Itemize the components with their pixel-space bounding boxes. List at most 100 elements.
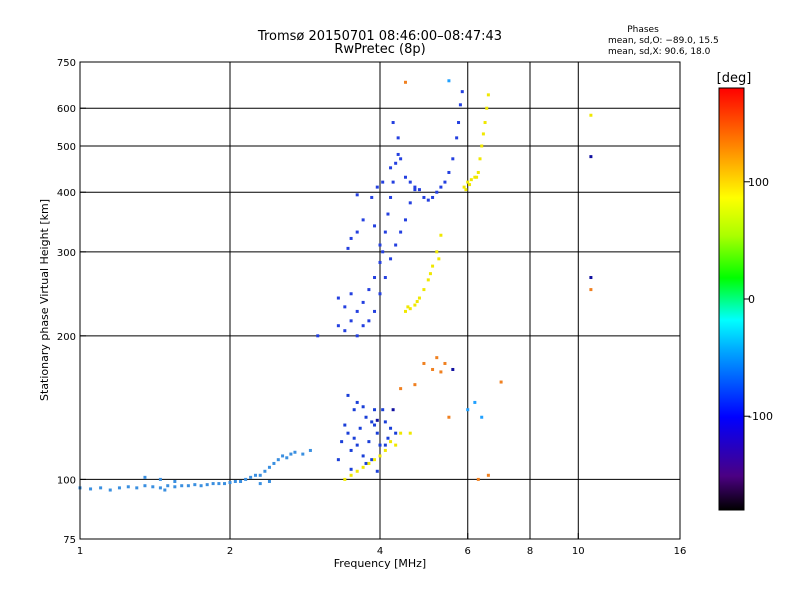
data-point [143, 484, 147, 488]
data-point [399, 431, 403, 435]
data-point [281, 454, 285, 458]
data-point [199, 484, 203, 488]
phase-stats-heading: Phases [627, 25, 659, 35]
data-point [126, 485, 130, 489]
data-point [355, 193, 359, 197]
data-point [346, 246, 350, 250]
data-point [415, 300, 419, 304]
data-point [340, 440, 344, 444]
data-point [451, 157, 455, 161]
data-point [336, 324, 340, 328]
data-point [413, 185, 417, 189]
data-point [422, 361, 426, 365]
data-point [406, 305, 410, 309]
data-point [355, 230, 359, 234]
data-point [413, 303, 417, 307]
data-point [364, 461, 368, 465]
data-point [370, 458, 374, 462]
data-point [386, 436, 390, 440]
data-point [378, 454, 382, 458]
phase-stats-x: mean, sd,X: 90.6, 18.0 [608, 47, 711, 57]
x-tick-label: 6 [465, 546, 471, 557]
data-point [370, 420, 374, 424]
data-point [394, 161, 398, 165]
data-point [391, 180, 395, 184]
data-point [355, 309, 359, 313]
data-point [361, 218, 365, 222]
data-point [99, 486, 103, 490]
data-point [253, 473, 257, 477]
colorbar-label: [deg] [717, 71, 752, 86]
colorbar-tick-label: 0 [748, 293, 755, 306]
y-tick-label: 75 [63, 535, 76, 546]
data-point [466, 180, 470, 184]
data-point [336, 458, 340, 462]
data-point [349, 319, 353, 323]
data-point [343, 477, 347, 481]
data-point [389, 166, 393, 170]
data-point [375, 469, 379, 473]
data-point [151, 485, 155, 489]
data-point [391, 408, 395, 412]
data-point [378, 243, 382, 247]
data-point [389, 440, 393, 444]
data-point [367, 461, 371, 465]
data-point [589, 288, 593, 292]
data-point [386, 212, 390, 216]
data-point [223, 482, 227, 486]
data-point [417, 188, 421, 192]
data-point [349, 292, 353, 296]
data-point [485, 106, 489, 110]
data-point [249, 475, 253, 479]
data-point [443, 180, 447, 184]
data-point [480, 144, 484, 148]
data-point [378, 260, 382, 264]
phase-stats-o: mean, sd,O: −89.0, 15.5 [608, 36, 719, 46]
data-point [355, 334, 359, 338]
data-point [135, 486, 139, 490]
data-point [267, 479, 271, 483]
data-point [349, 448, 353, 452]
chart-title: Tromsø 20150701 08:46:00–08:47:43 [257, 29, 502, 44]
data-point [276, 458, 280, 462]
data-point [396, 152, 400, 156]
data-point [451, 367, 455, 371]
data-point [316, 334, 320, 338]
data-point [358, 426, 362, 430]
data-point [367, 319, 371, 323]
data-point [422, 195, 426, 199]
data-point [343, 305, 347, 309]
data-point [394, 443, 398, 447]
data-point [352, 436, 356, 440]
data-point [475, 175, 479, 179]
data-point [378, 292, 382, 296]
data-point [163, 488, 167, 492]
data-point [403, 80, 407, 84]
data-point [336, 296, 340, 300]
data-point [439, 185, 443, 189]
data-point [373, 309, 377, 313]
colorbar-tick-label: -100 [748, 410, 773, 423]
data-point [389, 257, 393, 261]
y-tick-label: 300 [57, 248, 76, 259]
data-point [258, 473, 262, 477]
data-point [370, 195, 374, 199]
x-axis-label: Frequency [MHz] [334, 557, 426, 570]
data-point [267, 465, 271, 469]
data-point [244, 477, 248, 481]
x-tick-label: 8 [527, 546, 533, 557]
data-point [349, 467, 353, 471]
data-point [361, 324, 365, 328]
data-point [466, 408, 470, 412]
data-point [394, 431, 398, 435]
y-tick-label: 500 [57, 142, 76, 153]
data-point [289, 452, 293, 456]
data-point [301, 452, 305, 456]
data-point [391, 121, 395, 125]
data-point [373, 408, 377, 412]
data-point [373, 276, 377, 280]
data-point [431, 195, 435, 199]
data-point [361, 454, 365, 458]
y-tick-label: 100 [57, 475, 76, 486]
data-point [383, 443, 387, 447]
